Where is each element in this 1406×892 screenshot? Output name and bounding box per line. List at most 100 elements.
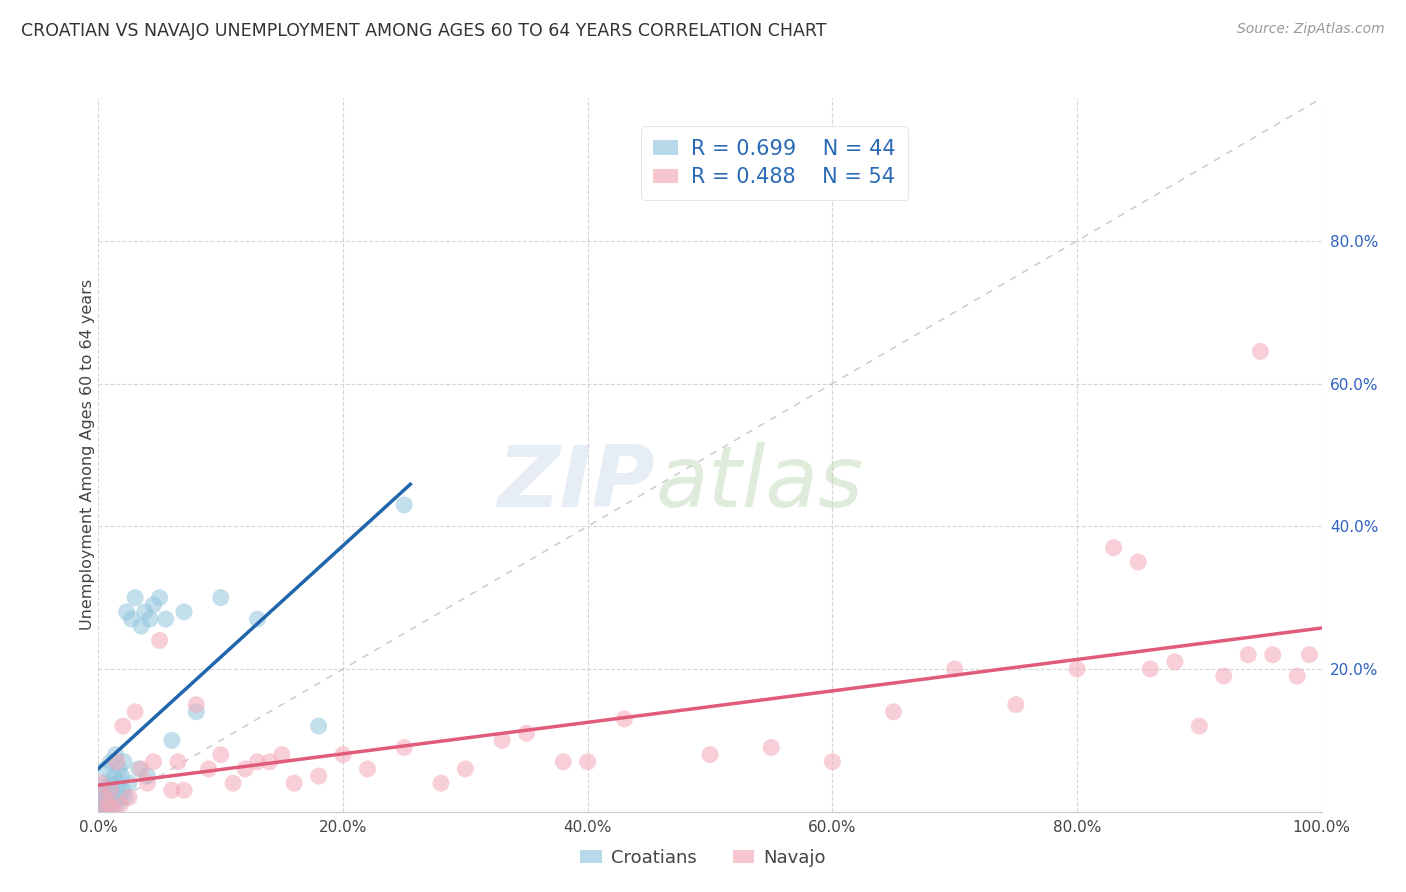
Point <box>454 762 477 776</box>
Point <box>308 719 330 733</box>
Point <box>111 719 134 733</box>
Point <box>209 591 232 605</box>
Point <box>105 797 128 812</box>
Point <box>259 755 281 769</box>
Point <box>167 755 190 769</box>
Point <box>613 712 636 726</box>
Point <box>90 783 112 797</box>
Point <box>155 612 177 626</box>
Point <box>103 769 125 783</box>
Point <box>821 755 844 769</box>
Point <box>101 801 124 815</box>
Point <box>1261 648 1284 662</box>
Point <box>111 769 134 783</box>
Point <box>89 797 111 812</box>
Point <box>186 698 208 712</box>
Point <box>97 801 120 815</box>
Point <box>332 747 354 762</box>
Text: Source: ZipAtlas.com: Source: ZipAtlas.com <box>1237 22 1385 37</box>
Point <box>118 790 141 805</box>
Point <box>1237 648 1260 662</box>
Point <box>129 762 152 776</box>
Point <box>173 605 195 619</box>
Point <box>105 755 128 769</box>
Point <box>139 612 162 626</box>
Point <box>118 776 141 790</box>
Point <box>491 733 513 747</box>
Text: ZIP: ZIP <box>498 442 655 525</box>
Point <box>96 783 118 797</box>
Point <box>1188 719 1211 733</box>
Point <box>1286 669 1309 683</box>
Point <box>94 762 117 776</box>
Point <box>111 783 134 797</box>
Legend: Croatians, Navajo: Croatians, Navajo <box>572 842 834 874</box>
Point <box>186 705 208 719</box>
Point <box>1066 662 1088 676</box>
Point <box>91 805 114 819</box>
Point <box>114 790 136 805</box>
Point <box>1102 541 1125 555</box>
Point <box>160 783 183 797</box>
Point <box>90 776 112 790</box>
Point <box>392 740 416 755</box>
Point <box>283 776 305 790</box>
Point <box>246 612 269 626</box>
Point <box>149 591 172 605</box>
Point <box>883 705 905 719</box>
Point <box>1004 698 1026 712</box>
Point <box>91 801 114 815</box>
Point <box>112 755 135 769</box>
Point <box>107 776 129 790</box>
Point <box>110 790 132 805</box>
Point <box>124 705 146 719</box>
Point <box>1249 344 1271 359</box>
Point <box>1164 655 1187 669</box>
Point <box>100 755 122 769</box>
Point <box>100 783 122 797</box>
Point <box>93 797 115 812</box>
Point <box>553 755 575 769</box>
Point <box>222 776 245 790</box>
Point <box>136 776 159 790</box>
Point <box>576 755 599 769</box>
Text: atlas: atlas <box>655 442 863 525</box>
Point <box>246 755 269 769</box>
Point <box>761 740 783 755</box>
Point <box>101 783 124 797</box>
Point <box>93 776 115 790</box>
Point <box>1128 555 1150 569</box>
Point <box>356 762 378 776</box>
Point <box>308 769 330 783</box>
Point <box>233 762 256 776</box>
Point <box>101 797 124 812</box>
Point <box>1139 662 1161 676</box>
Point <box>129 619 152 633</box>
Point <box>115 605 138 619</box>
Y-axis label: Unemployment Among Ages 60 to 64 years: Unemployment Among Ages 60 to 64 years <box>80 279 94 631</box>
Point <box>142 598 165 612</box>
Point <box>699 747 721 762</box>
Point <box>91 790 114 805</box>
Point <box>142 755 165 769</box>
Legend: R = 0.699    N = 44, R = 0.488    N = 54: R = 0.699 N = 44, R = 0.488 N = 54 <box>641 127 908 200</box>
Point <box>515 726 537 740</box>
Point <box>94 790 117 805</box>
Point <box>128 762 150 776</box>
Point <box>943 662 966 676</box>
Point <box>120 612 142 626</box>
Point <box>160 733 183 747</box>
Point <box>97 797 120 812</box>
Text: CROATIAN VS NAVAJO UNEMPLOYMENT AMONG AGES 60 TO 64 YEARS CORRELATION CHART: CROATIAN VS NAVAJO UNEMPLOYMENT AMONG AG… <box>21 22 827 40</box>
Point <box>108 762 131 776</box>
Point <box>98 790 121 805</box>
Point <box>430 776 453 790</box>
Point <box>124 591 146 605</box>
Point <box>173 783 195 797</box>
Point <box>392 498 416 512</box>
Point <box>134 605 156 619</box>
Point <box>209 747 232 762</box>
Point <box>93 790 115 805</box>
Point <box>100 776 122 790</box>
Point <box>149 633 172 648</box>
